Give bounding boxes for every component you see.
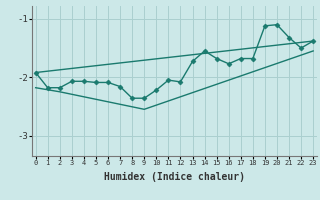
- X-axis label: Humidex (Indice chaleur): Humidex (Indice chaleur): [104, 172, 245, 182]
